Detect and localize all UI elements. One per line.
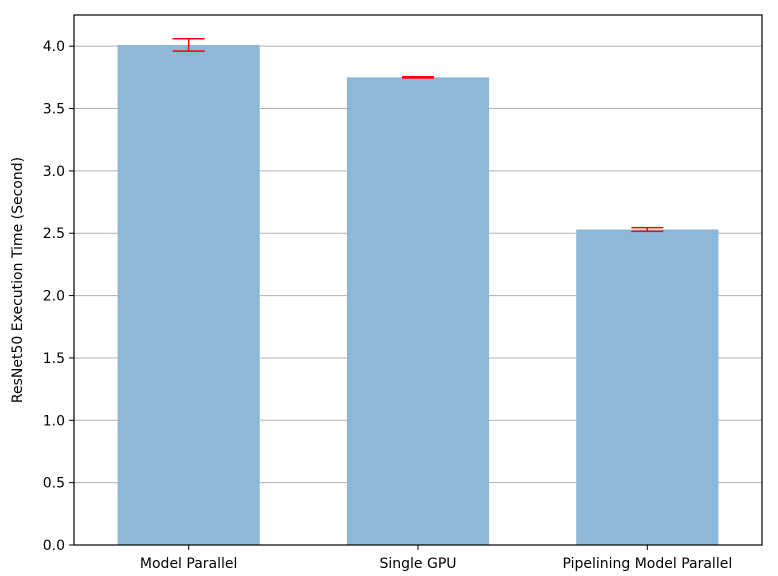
y-tick-label: 2.0 <box>43 289 65 305</box>
y-tick-label: 3.0 <box>43 164 65 180</box>
bar-layer <box>117 44 719 546</box>
x-tick-label: Pipelining Model Parallel <box>562 556 732 572</box>
bar <box>117 44 260 545</box>
x-axis-ticks: Model Parallel Single GPU Pipelining Model… <box>140 545 732 572</box>
x-tick-label: Model Parallel <box>140 556 238 572</box>
y-tick-label: 0.5 <box>43 476 65 492</box>
error-bar-layer <box>172 37 664 233</box>
y-tick-label: 1.0 <box>43 413 65 429</box>
y-tick-label: 0.0 <box>43 538 65 554</box>
y-axis-ticks: 0.0 0.5 1.0 1.5 2.0 2.5 3.0 3.5 4.0 <box>43 39 74 554</box>
y-tick-label: 1.5 <box>43 351 65 367</box>
bar <box>346 77 490 546</box>
y-tick-label: 2.5 <box>43 226 65 242</box>
y-axis-label: ResNet50 Execution Time (Second) <box>10 157 26 403</box>
y-tick-label: 4.0 <box>43 39 65 55</box>
y-tick-label: 3.5 <box>43 102 65 118</box>
x-tick-label: Single GPU <box>379 556 456 572</box>
bar <box>576 229 719 545</box>
